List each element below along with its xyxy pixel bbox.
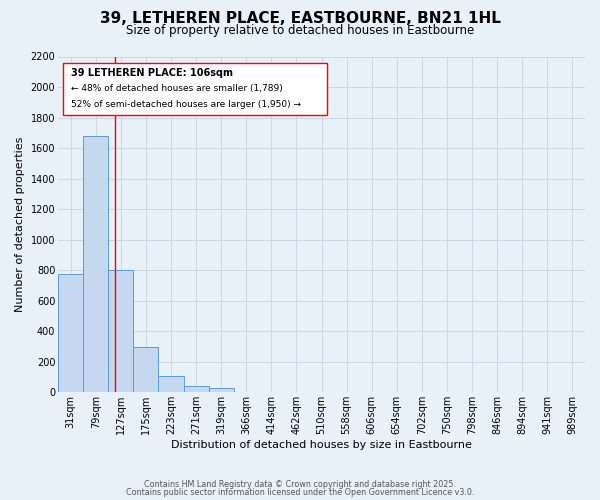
Text: Contains public sector information licensed under the Open Government Licence v3: Contains public sector information licen… (126, 488, 474, 497)
Text: 39, LETHEREN PLACE, EASTBOURNE, BN21 1HL: 39, LETHEREN PLACE, EASTBOURNE, BN21 1HL (100, 11, 500, 26)
Text: Contains HM Land Registry data © Crown copyright and database right 2025.: Contains HM Land Registry data © Crown c… (144, 480, 456, 489)
Y-axis label: Number of detached properties: Number of detached properties (15, 136, 25, 312)
Text: ← 48% of detached houses are smaller (1,789): ← 48% of detached houses are smaller (1,… (71, 84, 283, 94)
Bar (158, 376, 184, 392)
Bar (83, 136, 108, 392)
Text: Size of property relative to detached houses in Eastbourne: Size of property relative to detached ho… (126, 24, 474, 37)
Bar (108, 270, 133, 392)
Bar (184, 386, 209, 392)
FancyBboxPatch shape (64, 63, 327, 116)
Text: 39 LETHEREN PLACE: 106sqm: 39 LETHEREN PLACE: 106sqm (71, 68, 233, 78)
X-axis label: Distribution of detached houses by size in Eastbourne: Distribution of detached houses by size … (171, 440, 472, 450)
Bar (133, 346, 158, 393)
Text: 52% of semi-detached houses are larger (1,950) →: 52% of semi-detached houses are larger (… (71, 100, 301, 110)
Bar (58, 274, 83, 392)
Bar (209, 388, 234, 392)
